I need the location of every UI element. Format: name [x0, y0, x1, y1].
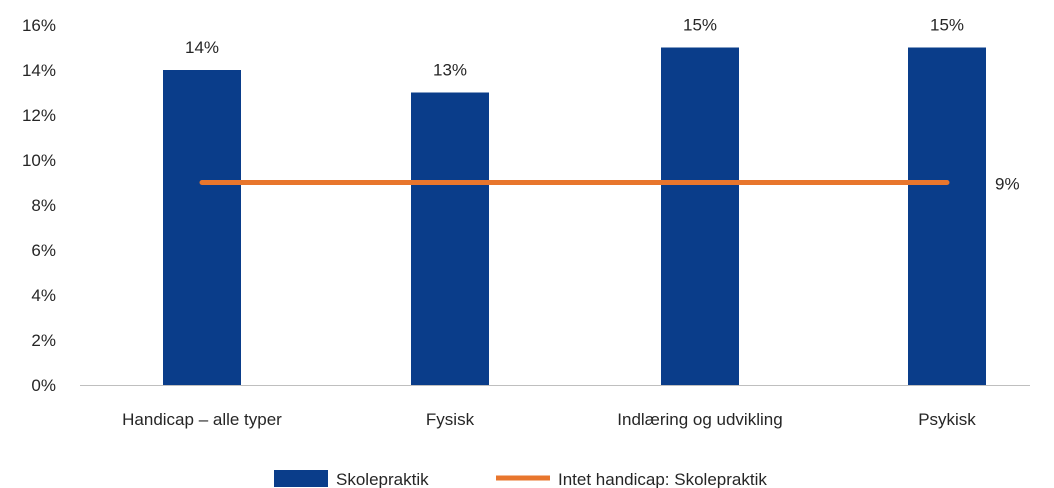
x-tick-label: Psykisk [918, 410, 976, 429]
y-tick-label: 8% [31, 196, 56, 215]
bar [661, 47, 739, 385]
y-axis: 0% 2% 4% 6% 8% 10% 12% 14% 16% [22, 16, 56, 395]
y-tick-label: 6% [31, 241, 56, 260]
bar-data-label: 15% [930, 16, 964, 35]
y-tick-label: 16% [22, 16, 56, 35]
x-tick-label: Fysisk [426, 410, 475, 429]
y-tick-label: 14% [22, 61, 56, 80]
bar [411, 92, 489, 385]
y-tick-label: 12% [22, 106, 56, 125]
bar-data-label: 14% [185, 38, 219, 57]
legend-label-skolepraktik: Skolepraktik [336, 470, 429, 488]
bar [908, 47, 986, 385]
y-tick-label: 0% [31, 376, 56, 395]
y-tick-label: 10% [22, 151, 56, 170]
line-data-label: 9% [995, 175, 1020, 194]
line-series: 9% [199, 175, 1020, 194]
legend-swatch-skolepraktik [274, 470, 328, 487]
bar [163, 70, 241, 385]
y-tick-label: 4% [31, 286, 56, 305]
bar-data-label: 13% [433, 61, 467, 80]
bar-series: 14% 13% 15% 15% [163, 16, 986, 385]
x-tick-label: Handicap – alle typer [122, 410, 282, 429]
legend: Skolepraktik Intet handicap: Skoleprakti… [274, 470, 767, 488]
bar-data-label: 15% [683, 16, 717, 35]
x-axis-labels: Handicap – alle typer Fysisk Indlæring og … [122, 410, 976, 429]
legend-label-intet-handicap: Intet handicap: Skolepraktik [558, 470, 767, 488]
y-tick-label: 2% [31, 331, 56, 350]
x-tick-label: Indlæring og udvikling [617, 410, 782, 429]
